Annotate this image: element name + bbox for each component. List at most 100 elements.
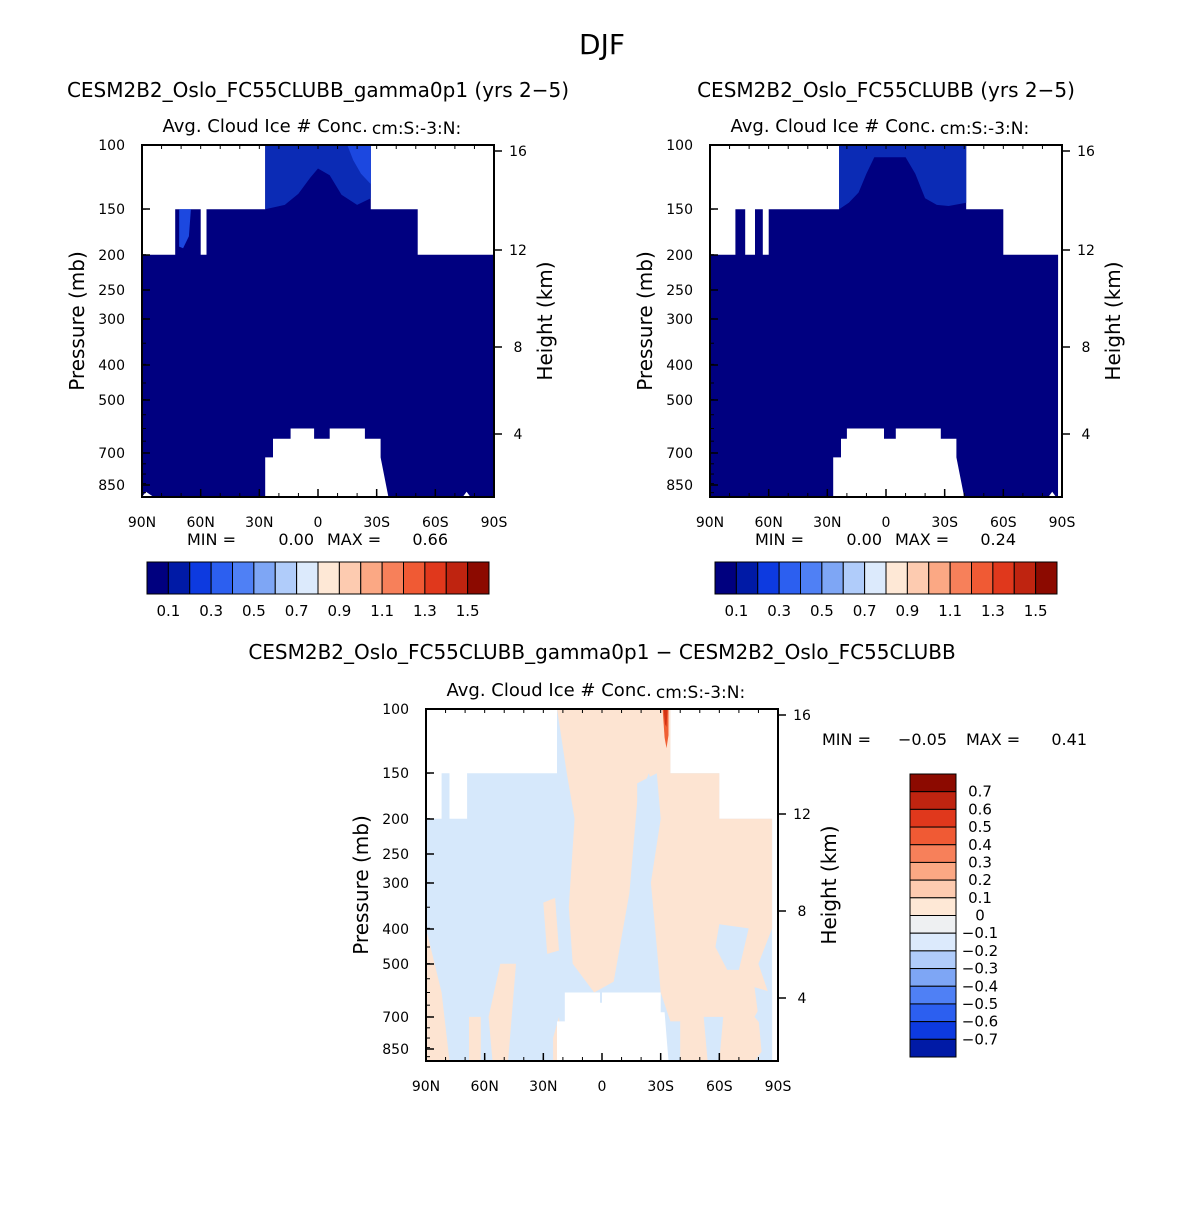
height-tick-label: 16: [1077, 144, 1095, 160]
colorbar-label: 1.1: [938, 602, 962, 620]
min-label: MIN =: [822, 730, 871, 749]
x-tick-label: 60S: [990, 515, 1017, 531]
x-tick-label: 60N: [471, 1079, 499, 1095]
contour-region: [715, 924, 749, 970]
units-label: cm:S:-3:N:: [372, 119, 461, 139]
contour-region: [488, 963, 516, 1061]
colorbar-label: −0.2: [962, 942, 998, 960]
variable-label: Avg. Cloud Ice # Conc.: [163, 116, 368, 137]
y-tick-label: 300: [382, 876, 409, 892]
colorbar-box: [842, 561, 866, 595]
y-axis-label: Pressure (mb): [349, 815, 373, 955]
max-value: 0.24: [980, 530, 1016, 549]
colorbar-box: [971, 561, 994, 595]
x-tick-label: 90S: [765, 1079, 792, 1095]
colorbar-label: 0.9: [327, 602, 351, 620]
y2-axis-label: Height (km): [1101, 261, 1125, 380]
colorbar-box: [232, 561, 255, 595]
colorbar-box: [338, 561, 362, 595]
colorbar-label: 0.5: [968, 818, 992, 836]
min-value: 0.00: [278, 530, 314, 549]
colorbar-box: [189, 561, 212, 595]
height-tick-label: 4: [798, 991, 807, 1007]
y-tick-label: 100: [382, 702, 409, 718]
x-tick-label: 90N: [412, 1079, 440, 1095]
height-tick-label: 8: [798, 904, 807, 920]
contour-region: [142, 491, 154, 497]
contour-region: [663, 709, 668, 727]
max-value: 0.41: [1051, 730, 1087, 749]
x-tick-label: 30S: [647, 1079, 674, 1095]
y-tick-label: 100: [666, 138, 693, 154]
colorbar-box: [467, 561, 490, 595]
height-tick-label: 4: [1082, 427, 1091, 443]
x-tick-label: 90S: [481, 515, 508, 531]
y-tick-label: 300: [98, 312, 125, 328]
x-tick-label: 60N: [187, 515, 215, 531]
min-label: MIN =: [187, 530, 236, 549]
y-tick-label: 200: [98, 248, 125, 264]
contour-region: [426, 928, 450, 1061]
y-tick-label: 250: [98, 283, 125, 299]
colorbar-box: [909, 968, 957, 987]
colorbar-box: [445, 561, 469, 595]
x-tick-label: 90N: [696, 515, 724, 531]
y-axis-label: Pressure (mb): [65, 251, 89, 391]
colorbar-box: [909, 808, 957, 828]
contour-region: [543, 897, 559, 954]
plot-title: CESM2B2_Oslo_FC55CLUBB_gamma0p1 − CESM2B…: [248, 640, 955, 664]
y-tick-label: 200: [382, 812, 409, 828]
colorbar-label: 0.1: [968, 889, 992, 907]
contour-region: [710, 145, 1059, 497]
max-value: 0.66: [412, 530, 448, 549]
colorbar-box: [1013, 561, 1037, 595]
x-tick-label: 60S: [422, 515, 449, 531]
colorbar-box: [909, 826, 957, 846]
colorbar-box: [949, 561, 972, 595]
y-tick-label: 250: [382, 847, 409, 863]
y-tick-label: 400: [382, 922, 409, 938]
colorbar-box: [424, 561, 447, 595]
colorbar-box: [210, 561, 233, 595]
y-tick-label: 500: [666, 393, 693, 409]
colorbar-label: 0.7: [285, 602, 309, 620]
colorbar-label: 0.3: [767, 602, 791, 620]
colorbar-box: [909, 1038, 957, 1058]
y-tick-label: 700: [98, 446, 125, 462]
y-tick-label: 250: [666, 283, 693, 299]
colorbar-label: 0.2: [968, 871, 992, 889]
contour-region: [637, 773, 661, 827]
colorbar-box: [909, 844, 957, 863]
y-tick-label: 400: [666, 358, 693, 374]
colorbar-box: [909, 1021, 957, 1040]
colorbar-label: 0: [975, 907, 985, 925]
contour-region: [754, 987, 773, 1061]
colorbar-label: 1.5: [1024, 602, 1048, 620]
colorbar-box: [1035, 561, 1058, 595]
colorbar-label: 1.3: [413, 602, 437, 620]
colorbar-box: [800, 561, 823, 595]
colorbar-box: [909, 915, 957, 934]
colorbar-label: 0.4: [968, 836, 992, 854]
colorbar-box: [909, 1003, 957, 1023]
x-tick-label: 30S: [931, 515, 958, 531]
units-label: cm:S:-3:N:: [940, 119, 1029, 139]
plot-title: CESM2B2_Oslo_FC55CLUBB_gamma0p1 (yrs 2−5…: [67, 78, 569, 102]
y-axis-label: Pressure (mb): [633, 251, 657, 391]
contour-region: [1048, 491, 1057, 497]
units-label: cm:S:-3:N:: [656, 683, 745, 703]
colorbar-label: 1.5: [456, 602, 480, 620]
x-tick-label: 30N: [813, 515, 841, 531]
x-tick-label: 90S: [1049, 515, 1076, 531]
x-tick-label: 60N: [755, 515, 783, 531]
colorbar-box: [928, 561, 951, 595]
colorbar-box: [885, 561, 908, 595]
y2-axis-label: Height (km): [533, 261, 557, 380]
height-tick-label: 12: [1077, 243, 1095, 259]
contour-region: [179, 209, 191, 249]
height-tick-label: 8: [1082, 340, 1091, 356]
x-tick-label: 0: [598, 1079, 607, 1095]
y2-axis-label: Height (km): [817, 825, 841, 944]
x-tick-label: 30S: [363, 515, 390, 531]
